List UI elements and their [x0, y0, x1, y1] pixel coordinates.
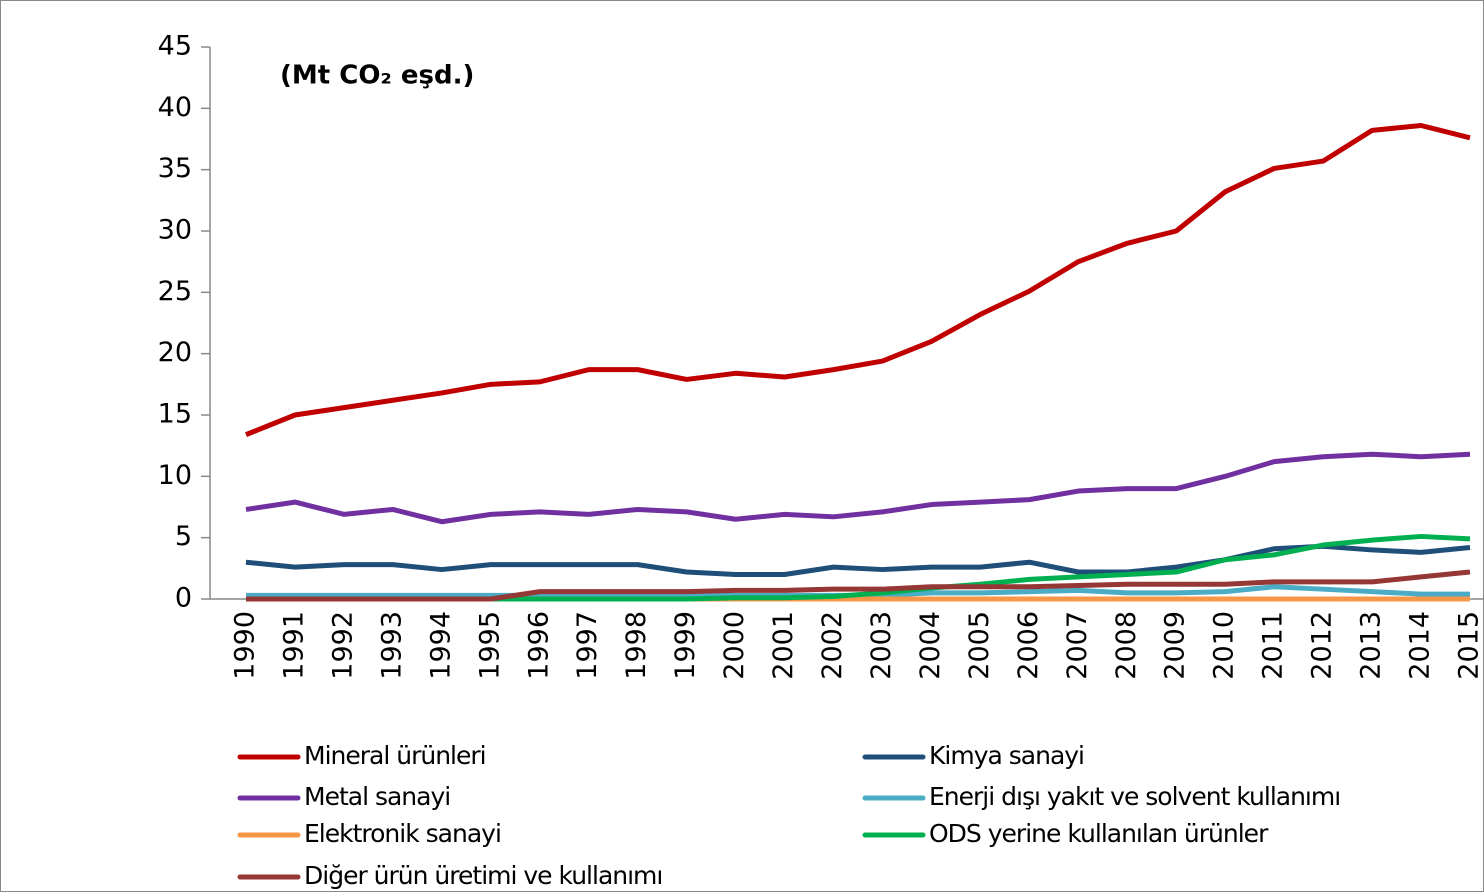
- x-tick-label: 1999: [670, 611, 701, 680]
- y-tick-label: 25: [158, 276, 192, 307]
- x-tick-label: 1990: [230, 611, 261, 680]
- x-tick-label: 2009: [1160, 611, 1191, 680]
- y-tick-label: 45: [158, 31, 192, 62]
- x-tick-label: 1992: [327, 611, 358, 680]
- legend-label: Mineral ürünleri: [304, 741, 486, 770]
- series-line: [245, 543, 1471, 577]
- y-tick-label: 30: [158, 215, 192, 246]
- x-tick-label: 2002: [817, 611, 848, 680]
- y-tick-label: 15: [158, 399, 192, 430]
- x-tick-label: 1991: [278, 611, 309, 680]
- x-tick-label: 2015: [1454, 611, 1484, 680]
- series-line: [246, 569, 1471, 602]
- x-tick-label: 2006: [1013, 611, 1044, 680]
- x-tick-label: 2008: [1111, 611, 1142, 680]
- legend-label: Enerji dışı yakıt ve solvent kullanımı: [929, 782, 1340, 811]
- legend-label: ODS yerine kullanılan ürünler: [929, 819, 1269, 848]
- x-tick-label: 2011: [1258, 611, 1289, 680]
- legend-label: Diğer ürün üretimi ve kullanımı: [304, 861, 662, 890]
- x-tick-label: 2000: [719, 611, 750, 680]
- x-tick-label: 1995: [474, 611, 505, 680]
- x-tick-label: 1998: [621, 611, 652, 680]
- x-tick-label: 2014: [1405, 611, 1436, 680]
- x-tick-label: 1996: [523, 611, 554, 680]
- series-line: [245, 451, 1471, 525]
- x-tick-label: 1997: [572, 611, 603, 680]
- y-tick-label: 35: [158, 153, 192, 184]
- series-line: [245, 123, 1471, 437]
- x-tick-label: 1993: [376, 611, 407, 680]
- chart-title: (Mt CO₂ eşd.): [280, 61, 474, 91]
- y-tick-label: 10: [158, 460, 192, 491]
- x-tick-label: 2004: [915, 611, 946, 680]
- x-tick-label: 2003: [866, 611, 897, 680]
- x-tick-label: 2007: [1062, 611, 1093, 680]
- x-tick-label: 2013: [1356, 611, 1387, 680]
- y-tick-label: 5: [175, 521, 192, 552]
- y-tick-label: 40: [158, 92, 192, 123]
- y-tick-label: 0: [175, 583, 192, 614]
- x-tick-label: 2012: [1307, 611, 1338, 680]
- x-tick-label: 1994: [425, 611, 456, 680]
- legend-label: Metal sanayi: [304, 782, 450, 811]
- x-tick-label: 2010: [1209, 611, 1240, 680]
- legend-label: Elektronik sanayi: [304, 819, 501, 848]
- x-tick-label: 2001: [768, 611, 799, 680]
- y-tick-label: 20: [158, 337, 192, 368]
- legend-label: Kimya sanayi: [929, 741, 1084, 770]
- x-tick-label: 2005: [964, 611, 995, 680]
